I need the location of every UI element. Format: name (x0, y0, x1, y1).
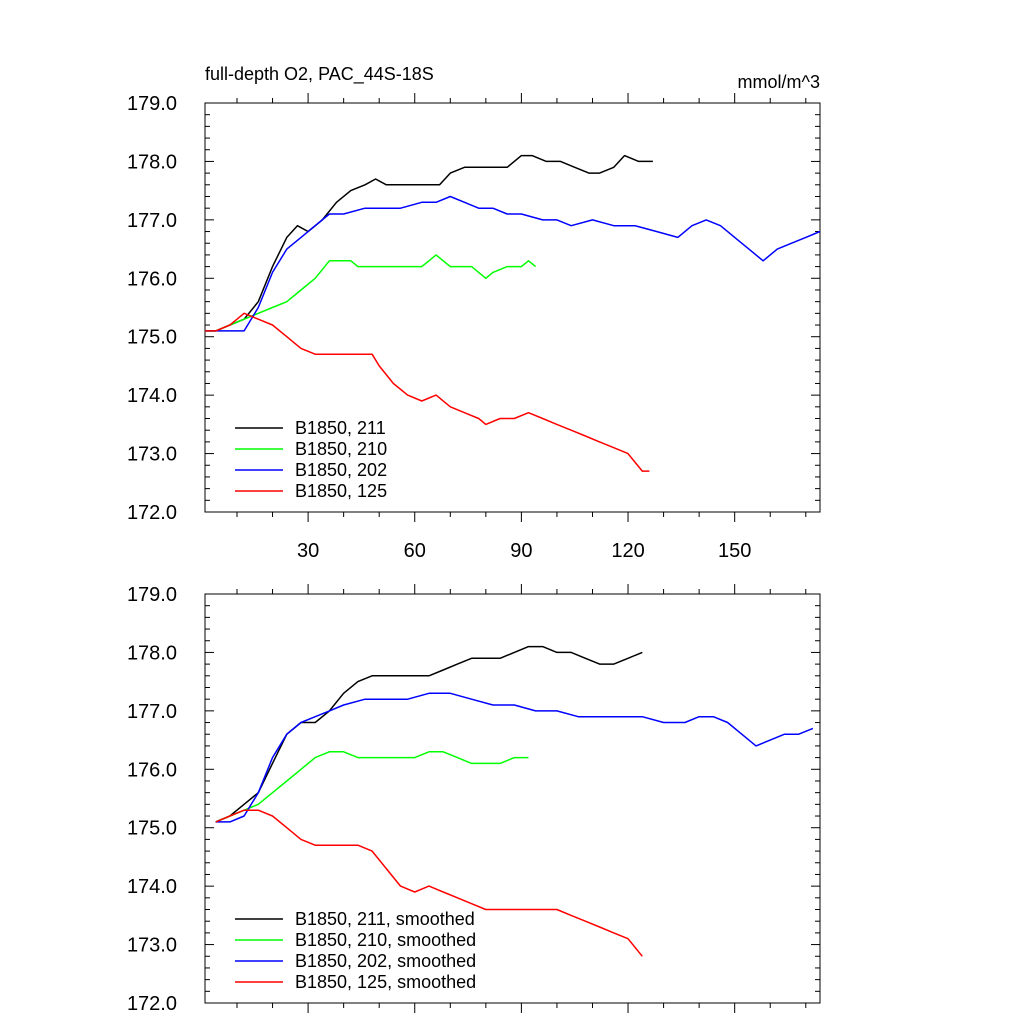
y-tick-label: 173.0 (127, 935, 177, 957)
legend-label: B1850, 210 (295, 439, 387, 459)
x-tick-label: 90 (510, 540, 532, 562)
series-line-2 (215, 751, 529, 823)
y-tick-label: 173.0 (127, 444, 177, 466)
y-tick-label: 172.0 (127, 502, 177, 524)
y-tick-label: 172.0 (127, 993, 177, 1015)
x-tick-label: 30 (297, 540, 319, 562)
y-tick-label: 175.0 (127, 327, 177, 349)
x-tick-label: 60 (404, 540, 426, 562)
series-line-3 (205, 195, 821, 332)
series-line-2 (205, 254, 537, 332)
legend-label: B1850, 125 (295, 481, 387, 501)
series-line-3 (215, 692, 814, 823)
legend-label: B1850, 211 (295, 418, 386, 438)
y-tick-label: 178.0 (127, 642, 177, 664)
y-tick-label: 179.0 (127, 93, 177, 115)
y-tick-label: 177.0 (127, 701, 177, 723)
legend-label: B1850, 211, smoothed (295, 909, 475, 929)
series-line-4 (215, 809, 643, 957)
chart-title: full-depth O2, PAC_44S-18S (205, 64, 434, 85)
y-tick-label: 174.0 (127, 385, 177, 407)
series-line-4 (205, 312, 650, 472)
legend-label: B1850, 202, smoothed (295, 951, 476, 971)
y-tick-label: 176.0 (127, 268, 177, 290)
series-line-1 (215, 645, 643, 823)
y-tick-label: 176.0 (127, 759, 177, 781)
plot-frame (204, 102, 821, 513)
legend-label: B1850, 210, smoothed (295, 930, 476, 950)
y-tick-label: 179.0 (127, 584, 177, 606)
y-tick-label: 177.0 (127, 210, 177, 232)
plot-frame (204, 593, 821, 1004)
units-label: mmol/m^3 (738, 72, 820, 92)
legend-label: B1850, 125, smoothed (295, 972, 476, 992)
y-tick-label: 178.0 (127, 151, 177, 173)
legend-label: B1850, 202 (295, 460, 387, 480)
y-tick-label: 175.0 (127, 818, 177, 840)
series-line-1 (205, 154, 653, 332)
y-tick-label: 174.0 (127, 876, 177, 898)
x-tick-label: 150 (718, 540, 751, 562)
x-tick-label: 120 (611, 540, 644, 562)
